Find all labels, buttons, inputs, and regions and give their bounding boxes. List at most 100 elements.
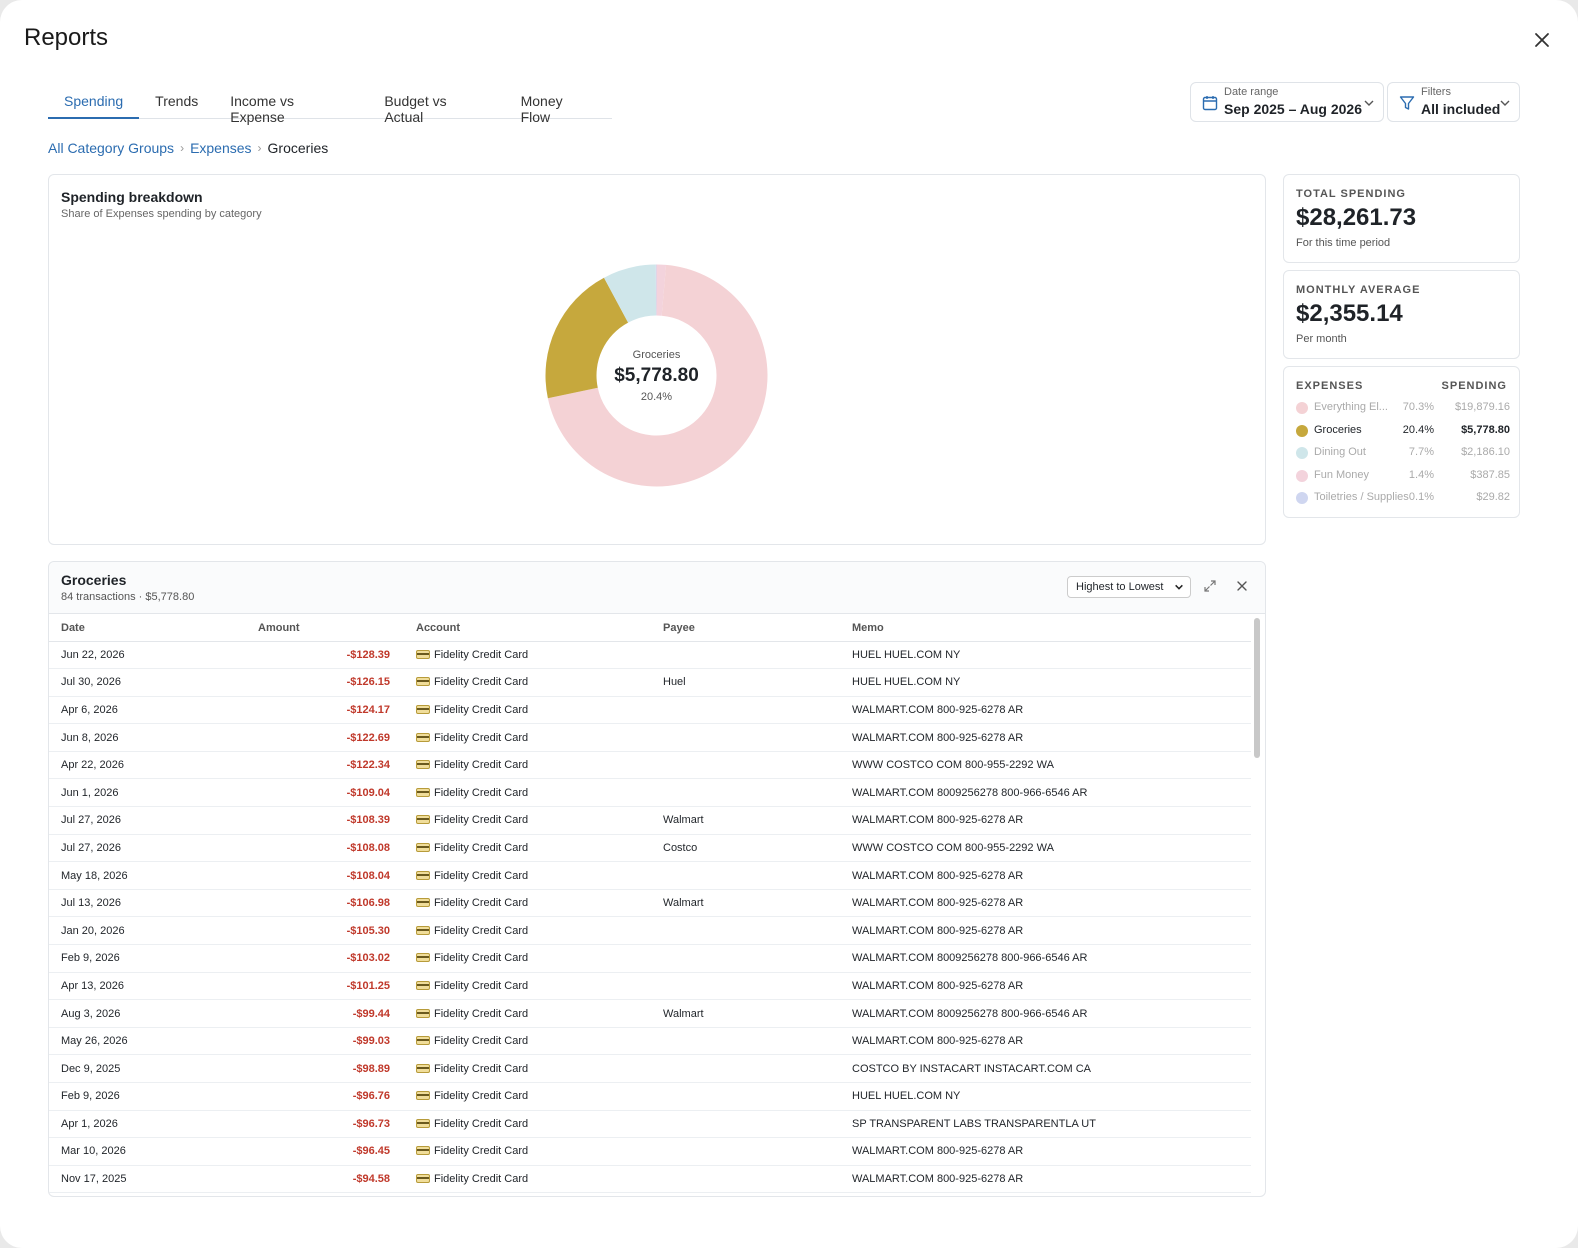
legend-item[interactable]: Dining Out 7.7% $2,186.10 (1296, 443, 1510, 463)
credit-card-icon (416, 980, 430, 990)
date-range-button[interactable]: Date range Sep 2025 – Aug 2026 (1190, 82, 1384, 122)
sort-select-value: Highest to Lowest (1076, 581, 1164, 593)
credit-card-icon (416, 677, 430, 687)
table-row[interactable]: Jul 13, 2026 -$106.98 Fidelity Credit Card… (49, 889, 1251, 918)
cell-date: Mar 10, 2026 (49, 1137, 246, 1166)
table-row[interactable]: May 18, 2026 -$108.04 Fidelity Credit Card… (49, 861, 1251, 890)
credit-card-icon (416, 1118, 430, 1128)
scrollbar-thumb[interactable] (1254, 618, 1260, 758)
account-name: Fidelity Credit Card (434, 869, 529, 882)
legend-item[interactable]: Everything El... 70.3% $19,879.16 (1296, 398, 1510, 418)
cell-account: Fidelity Credit Card (404, 999, 651, 1028)
monthly-average-sub: Per month (1296, 333, 1347, 345)
expenses-legend-card: EXPENSES SPENDING Everything El... 70.3% $… (1283, 366, 1520, 518)
legend-item-amount: $2,186.10 (1461, 446, 1510, 459)
table-row[interactable]: Jul 27, 2026 -$108.08 Fidelity Credit Card… (49, 834, 1251, 863)
cell-amount: -$99.44 (246, 999, 404, 1028)
breadcrumb-all-category-groups[interactable]: All Category Groups (48, 140, 175, 156)
col-memo[interactable]: Memo (840, 615, 1251, 642)
tab-income-vs-expense[interactable]: Income vs Expense (230, 93, 295, 125)
cell-payee (651, 1082, 840, 1111)
donut-slice-dining-out[interactable] (604, 264, 657, 323)
col-payee[interactable]: Payee (651, 615, 840, 642)
table-row[interactable]: Aug 3, 2026 -$99.44 Fidelity Credit Card Wa… (49, 999, 1251, 1028)
cell-amount: -$96.45 (246, 1137, 404, 1166)
table-row[interactable]: Feb 9, 2026 -$96.76 Fidelity Credit Card HU… (49, 1082, 1251, 1111)
legend-item-name: Everything El... (1314, 401, 1388, 413)
tab-money-flow[interactable]: Money Flow (520, 93, 563, 125)
table-row[interactable]: Dec 9, 2025 -$98.89 Fidelity Credit Card CO… (49, 1054, 1251, 1083)
breadcrumb-expenses[interactable]: Expenses (190, 140, 252, 156)
table-row[interactable]: Mar 10, 2026 -$96.45 Fidelity Credit Card W… (49, 1137, 1251, 1166)
legend-item-pct: 7.7% (1408, 446, 1434, 459)
legend-swatch (1296, 492, 1308, 505)
total-spending-sub: For this time period (1296, 237, 1391, 249)
donut-slice-fun-money[interactable] (656, 264, 667, 316)
tab-trends[interactable]: Trends (155, 93, 199, 109)
table-row[interactable]: Apr 22, 2026 -$122.34 Fidelity Credit Card… (49, 751, 1251, 780)
table-row[interactable]: May 26, 2026 -$99.03 Fidelity Credit Card W… (49, 1027, 1251, 1056)
report-tabs: Spending Trends Income vs Expense Budget… (48, 84, 612, 125)
table-row[interactable]: Apr 1, 2026 -$96.73 Fidelity Credit Card SP… (49, 1110, 1251, 1139)
legend-item[interactable]: Fun Money 1.4% $387.85 (1296, 466, 1510, 486)
table-row[interactable]: Apr 13, 2026 -$101.25 Fidelity Credit Card… (49, 972, 1251, 1001)
cell-memo: WWW COSTCO COM 800-955-2292 WA (840, 834, 1251, 863)
col-amount[interactable]: Amount (246, 615, 404, 642)
filters-button[interactable]: Filters All included (1387, 82, 1520, 122)
cell-date: Jul 13, 2026 (49, 889, 246, 918)
cell-account: Fidelity Credit Card (404, 1027, 651, 1056)
sort-select[interactable]: Highest to Lowest (1067, 576, 1191, 598)
legend-item[interactable]: Groceries 20.4% $5,778.80 (1296, 421, 1510, 441)
cell-memo: WALMART.COM 800-925-6278 AR (840, 889, 1251, 918)
date-range-value: Sep 2025 – Aug 2026 (1224, 101, 1363, 117)
tab-budget-vs-actual[interactable]: Budget vs Actual (384, 93, 447, 125)
expand-icon[interactable] (1203, 579, 1217, 593)
cell-amount: -$108.04 (246, 861, 404, 890)
account-name: Fidelity Credit Card (434, 759, 529, 772)
donut-slice-toiletries-supplies[interactable] (655, 264, 657, 316)
legend-item[interactable]: Toiletries / Supplies 0.1% $29.82 (1296, 488, 1510, 508)
legend-item-name: Groceries (1314, 423, 1362, 436)
cell-account: Fidelity Credit Card (404, 696, 651, 725)
donut-chart[interactable] (544, 263, 769, 488)
table-row[interactable]: Jun 8, 2026 -$122.69 Fidelity Credit Card W… (49, 723, 1251, 752)
col-account[interactable]: Account (404, 615, 651, 642)
account-name: Fidelity Credit Card (434, 786, 529, 799)
cell-memo: HUEL HUEL.COM NY (840, 641, 1251, 670)
donut-slice-groceries[interactable] (545, 277, 629, 399)
account-name: Fidelity Credit Card (434, 1007, 529, 1020)
account-name: Fidelity Credit Card (434, 897, 529, 910)
account-name: Fidelity Credit Card (434, 1035, 529, 1048)
cell-memo: WALMART.COM 800-925-6278 AR (840, 1137, 1251, 1166)
cell-date: Aug 3, 2026 (49, 999, 246, 1028)
tab-spending[interactable]: Spending (48, 84, 140, 119)
cell-date: Feb 9, 2026 (49, 1082, 246, 1111)
cell-date: May 18, 2026 (49, 861, 246, 890)
table-row[interactable]: Feb 9, 2026 -$103.02 Fidelity Credit Card W… (49, 944, 1251, 973)
cell-payee (651, 641, 840, 670)
credit-card-icon (416, 1174, 430, 1184)
account-name: Fidelity Credit Card (434, 979, 529, 992)
transactions-subtitle: 84 transactions · $5,778.80 (61, 591, 195, 603)
cell-amount: -$108.39 (246, 806, 404, 835)
cell-account: Fidelity Credit Card (404, 641, 651, 670)
cell-payee: Costco (651, 834, 840, 863)
table-row[interactable]: Jun 22, 2026 -$128.39 Fidelity Credit Card… (49, 641, 1251, 670)
cell-payee (651, 1054, 840, 1083)
table-row[interactable]: Jul 27, 2026 -$108.39 Fidelity Credit Card… (49, 806, 1251, 835)
table-row[interactable]: Nov 17, 2025 -$94.58 Fidelity Credit Card W… (49, 1165, 1251, 1194)
col-date[interactable]: Date (49, 615, 246, 642)
donut-slice-everything-el[interactable] (547, 264, 768, 487)
close-icon[interactable] (1235, 579, 1249, 593)
table-row[interactable]: Jun 1, 2026 -$109.04 Fidelity Credit Card W… (49, 778, 1251, 808)
cell-date: Apr 13, 2026 (49, 972, 246, 1001)
chevron-right-icon: › (180, 141, 185, 155)
close-icon[interactable] (1530, 28, 1554, 52)
table-row[interactable]: Jan 20, 2026 -$105.30 Fidelity Credit Card… (49, 916, 1251, 946)
cell-payee (651, 861, 840, 890)
cell-memo: HUEL HUEL.COM NY (840, 1082, 1251, 1111)
cell-memo: WALMART.COM 8009256278 800-966-6546 AR (840, 778, 1251, 808)
table-row[interactable]: Jul 30, 2026 -$126.15 Fidelity Credit Card… (49, 668, 1251, 697)
table-row[interactable]: Apr 6, 2026 -$124.17 Fidelity Credit Card W… (49, 696, 1251, 725)
account-name: Fidelity Credit Card (434, 703, 529, 716)
